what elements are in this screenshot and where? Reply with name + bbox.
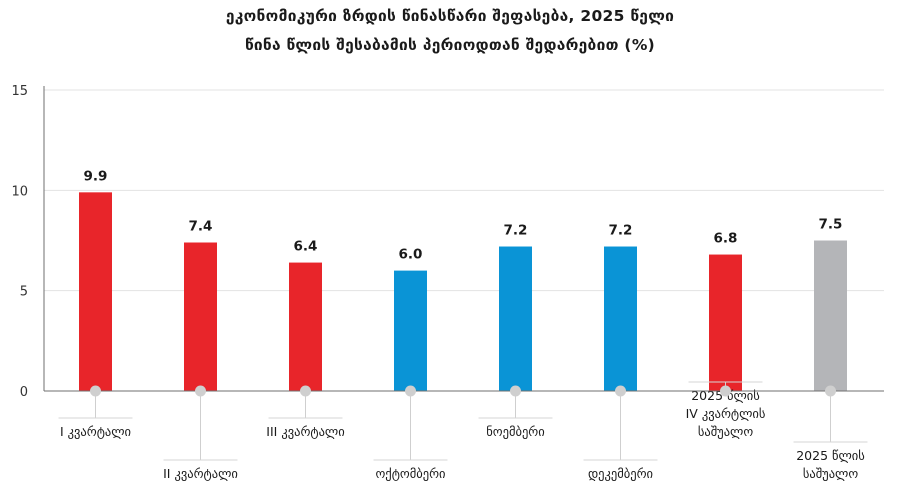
chart-title: ეკონომიკური ზრდის წინასწარი შეფასება, 20… xyxy=(225,7,675,25)
category-label-line: IV კვარტლის xyxy=(686,406,766,421)
y-tick-label: 15 xyxy=(11,84,28,99)
category-label-line: საშუალო xyxy=(698,424,754,439)
axis-marker-dot xyxy=(510,385,521,397)
category-label-line: I კვარტალი xyxy=(60,424,131,439)
axis-marker-dot xyxy=(300,385,311,397)
category-label-line: II კვარტალი xyxy=(163,466,238,481)
bar xyxy=(709,254,742,391)
bar xyxy=(289,262,322,391)
bar xyxy=(604,246,637,391)
bar xyxy=(79,192,112,391)
data-label: 6.0 xyxy=(399,247,423,263)
category-label-line: საშუალო xyxy=(803,466,859,481)
category-label-line: ნოემბერი xyxy=(486,424,544,439)
data-label: 7.4 xyxy=(189,219,213,235)
category-label-line: დეკემბერი xyxy=(588,466,653,481)
category-label-line: 2025 წლის xyxy=(796,448,865,463)
data-label: 9.9 xyxy=(84,168,108,184)
bar xyxy=(499,246,532,391)
bar xyxy=(394,270,427,391)
bar xyxy=(184,242,217,391)
data-label: 7.2 xyxy=(609,223,633,239)
category-label: I კვარტალი xyxy=(60,424,131,439)
category-label-line: III კვარტალი xyxy=(266,424,344,439)
category-label-line: ოქტომბერი xyxy=(375,466,445,481)
axis-marker-dot xyxy=(90,385,101,397)
axis-marker-dot xyxy=(405,385,416,397)
data-label: 6.8 xyxy=(714,231,738,247)
category-label: დეკემბერი xyxy=(588,466,653,481)
axis-marker-dot xyxy=(615,385,626,397)
data-label: 7.2 xyxy=(504,223,528,239)
y-tick-label: 0 xyxy=(20,385,28,400)
axis-marker-dot xyxy=(720,385,731,397)
data-label: 6.4 xyxy=(294,239,318,255)
category-label: ოქტომბერი xyxy=(375,466,445,481)
category-label: ნოემბერი xyxy=(486,424,544,439)
category-label: III კვარტალი xyxy=(266,424,344,439)
data-label: 7.5 xyxy=(819,217,843,233)
category-label: II კვარტალი xyxy=(163,466,238,481)
y-tick-label: 10 xyxy=(11,184,28,199)
category-label: 2025 წლის საშუალო xyxy=(796,448,865,481)
chart-subtitle: წინა წლის შესაბამის პერიოდთან შედარებით … xyxy=(244,36,656,54)
axis-marker-dot xyxy=(825,385,836,397)
axis-marker-dot xyxy=(195,385,206,397)
y-tick-label: 5 xyxy=(20,285,28,300)
bar xyxy=(814,240,847,391)
